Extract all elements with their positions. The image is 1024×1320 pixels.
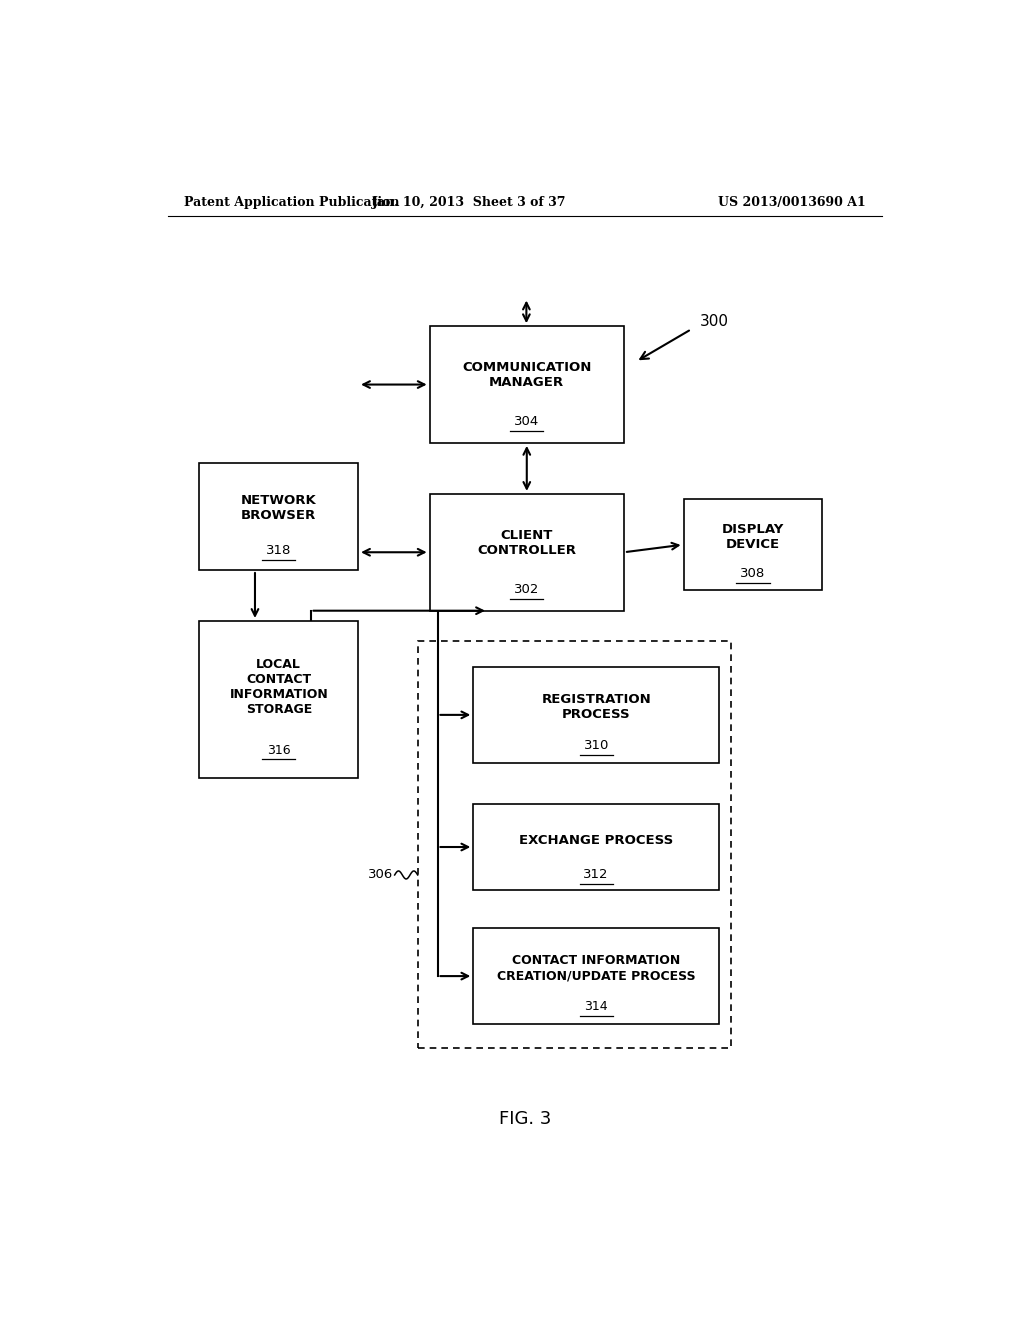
FancyBboxPatch shape: [430, 494, 624, 611]
Text: 306: 306: [368, 869, 393, 882]
Text: DISPLAY
DEVICE: DISPLAY DEVICE: [722, 523, 784, 552]
Text: 314: 314: [585, 1001, 608, 1014]
Text: CLIENT
CONTROLLER: CLIENT CONTROLLER: [477, 529, 577, 557]
Text: 304: 304: [514, 416, 540, 429]
Text: NETWORK
BROWSER: NETWORK BROWSER: [241, 494, 316, 523]
Text: 312: 312: [584, 869, 609, 882]
FancyBboxPatch shape: [473, 928, 719, 1024]
Text: Jan. 10, 2013  Sheet 3 of 37: Jan. 10, 2013 Sheet 3 of 37: [372, 195, 566, 209]
FancyBboxPatch shape: [430, 326, 624, 444]
Text: Patent Application Publication: Patent Application Publication: [183, 195, 399, 209]
FancyBboxPatch shape: [200, 463, 358, 570]
Text: 310: 310: [584, 739, 609, 752]
Text: CONTACT INFORMATION
CREATION/UPDATE PROCESS: CONTACT INFORMATION CREATION/UPDATE PROC…: [497, 954, 695, 982]
FancyBboxPatch shape: [473, 667, 719, 763]
Text: 302: 302: [514, 583, 540, 597]
Text: LOCAL
CONTACT
INFORMATION
STORAGE: LOCAL CONTACT INFORMATION STORAGE: [229, 659, 328, 715]
Text: COMMUNICATION
MANAGER: COMMUNICATION MANAGER: [462, 362, 592, 389]
FancyBboxPatch shape: [473, 804, 719, 890]
Text: FIG. 3: FIG. 3: [499, 1110, 551, 1127]
Text: 300: 300: [699, 314, 728, 329]
Text: REGISTRATION
PROCESS: REGISTRATION PROCESS: [542, 693, 651, 721]
FancyBboxPatch shape: [684, 499, 822, 590]
FancyBboxPatch shape: [200, 620, 358, 779]
Text: US 2013/0013690 A1: US 2013/0013690 A1: [718, 195, 866, 209]
Text: EXCHANGE PROCESS: EXCHANGE PROCESS: [519, 834, 674, 846]
Text: 316: 316: [267, 743, 291, 756]
Text: 318: 318: [266, 544, 292, 557]
FancyBboxPatch shape: [418, 642, 731, 1048]
Text: 308: 308: [740, 568, 766, 581]
